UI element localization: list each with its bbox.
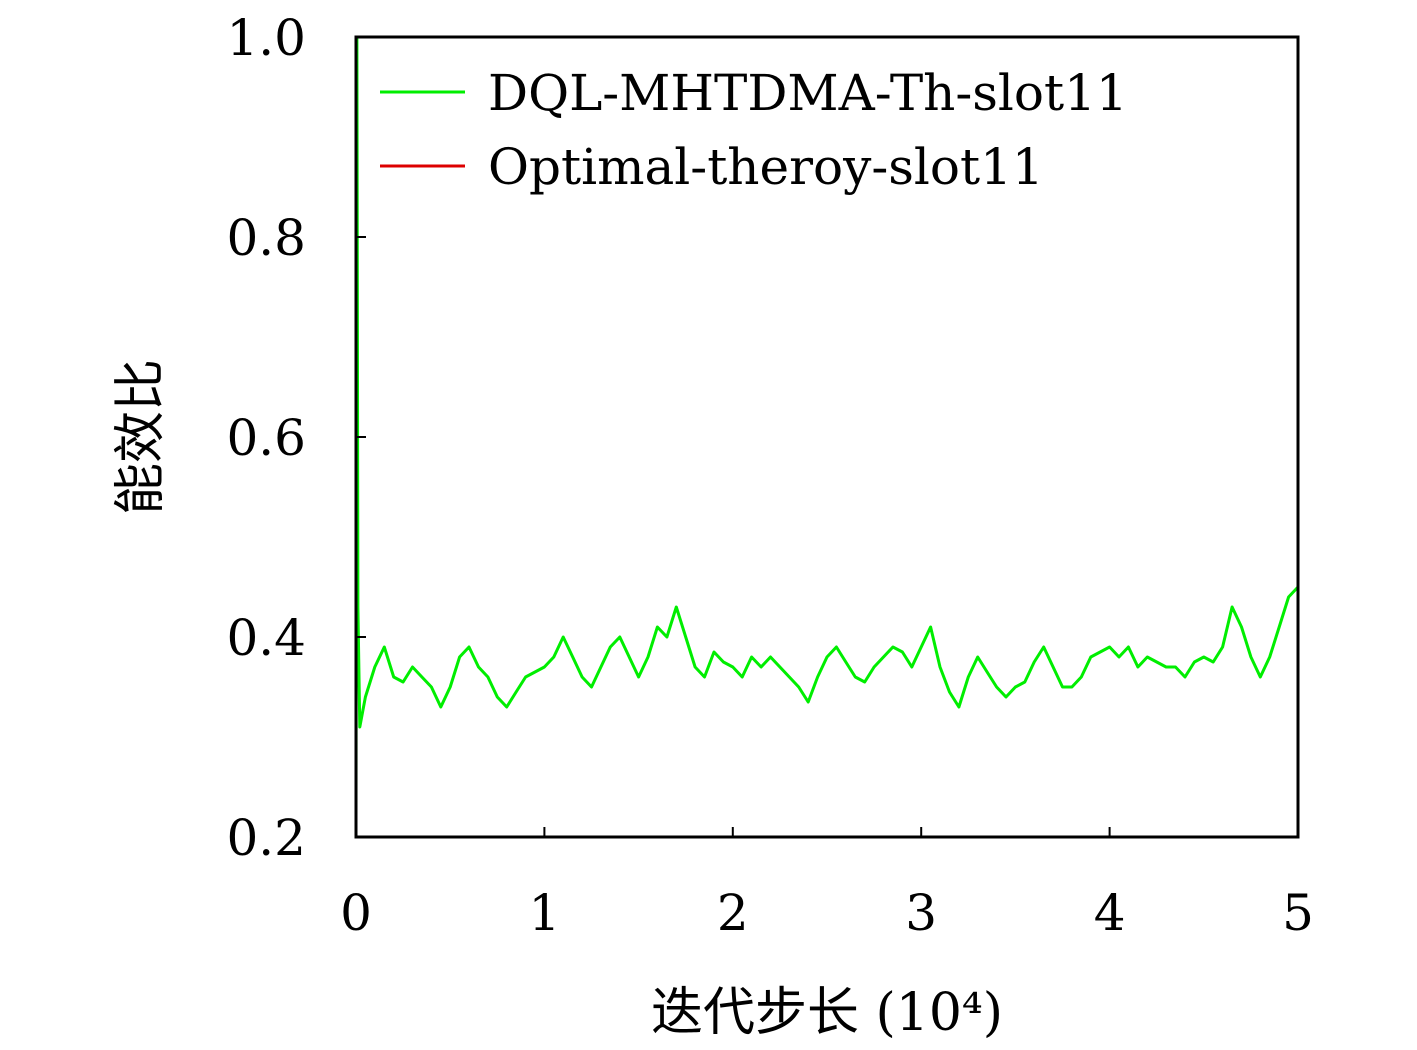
legend: DQL-MHTDMA-Th-slot11 Optimal-theroy-slot…	[380, 64, 1128, 196]
y-tick-label: 0.2	[226, 809, 306, 867]
y-tick-label: 1.0	[226, 9, 306, 67]
y-tick-label: 0.8	[226, 209, 306, 267]
y-axis-label: 能效比	[111, 359, 171, 515]
legend-label-optimal: Optimal-theroy-slot11	[488, 138, 1044, 196]
x-axis-label: 迭代步长 (10⁴)	[651, 983, 1003, 1043]
x-tick-label: 1	[528, 884, 560, 942]
ticks-layer: 0 1 2 3 4 5 0.2 0.4 0.6 0.8 1.0	[226, 9, 1313, 942]
y-tick-label: 0.4	[226, 609, 306, 667]
x-tick-label: 4	[1094, 884, 1126, 942]
series-line-dql	[354, 35, 1300, 818]
legend-label-dql: DQL-MHTDMA-Th-slot11	[488, 64, 1128, 122]
x-tick-label: 5	[1282, 884, 1314, 942]
x-tick-label: 0	[340, 884, 372, 942]
x-tick-label: 2	[717, 884, 749, 942]
x-tick-label: 3	[905, 884, 937, 942]
plot-background	[356, 37, 1298, 837]
y-tick-label: 0.6	[226, 409, 306, 467]
